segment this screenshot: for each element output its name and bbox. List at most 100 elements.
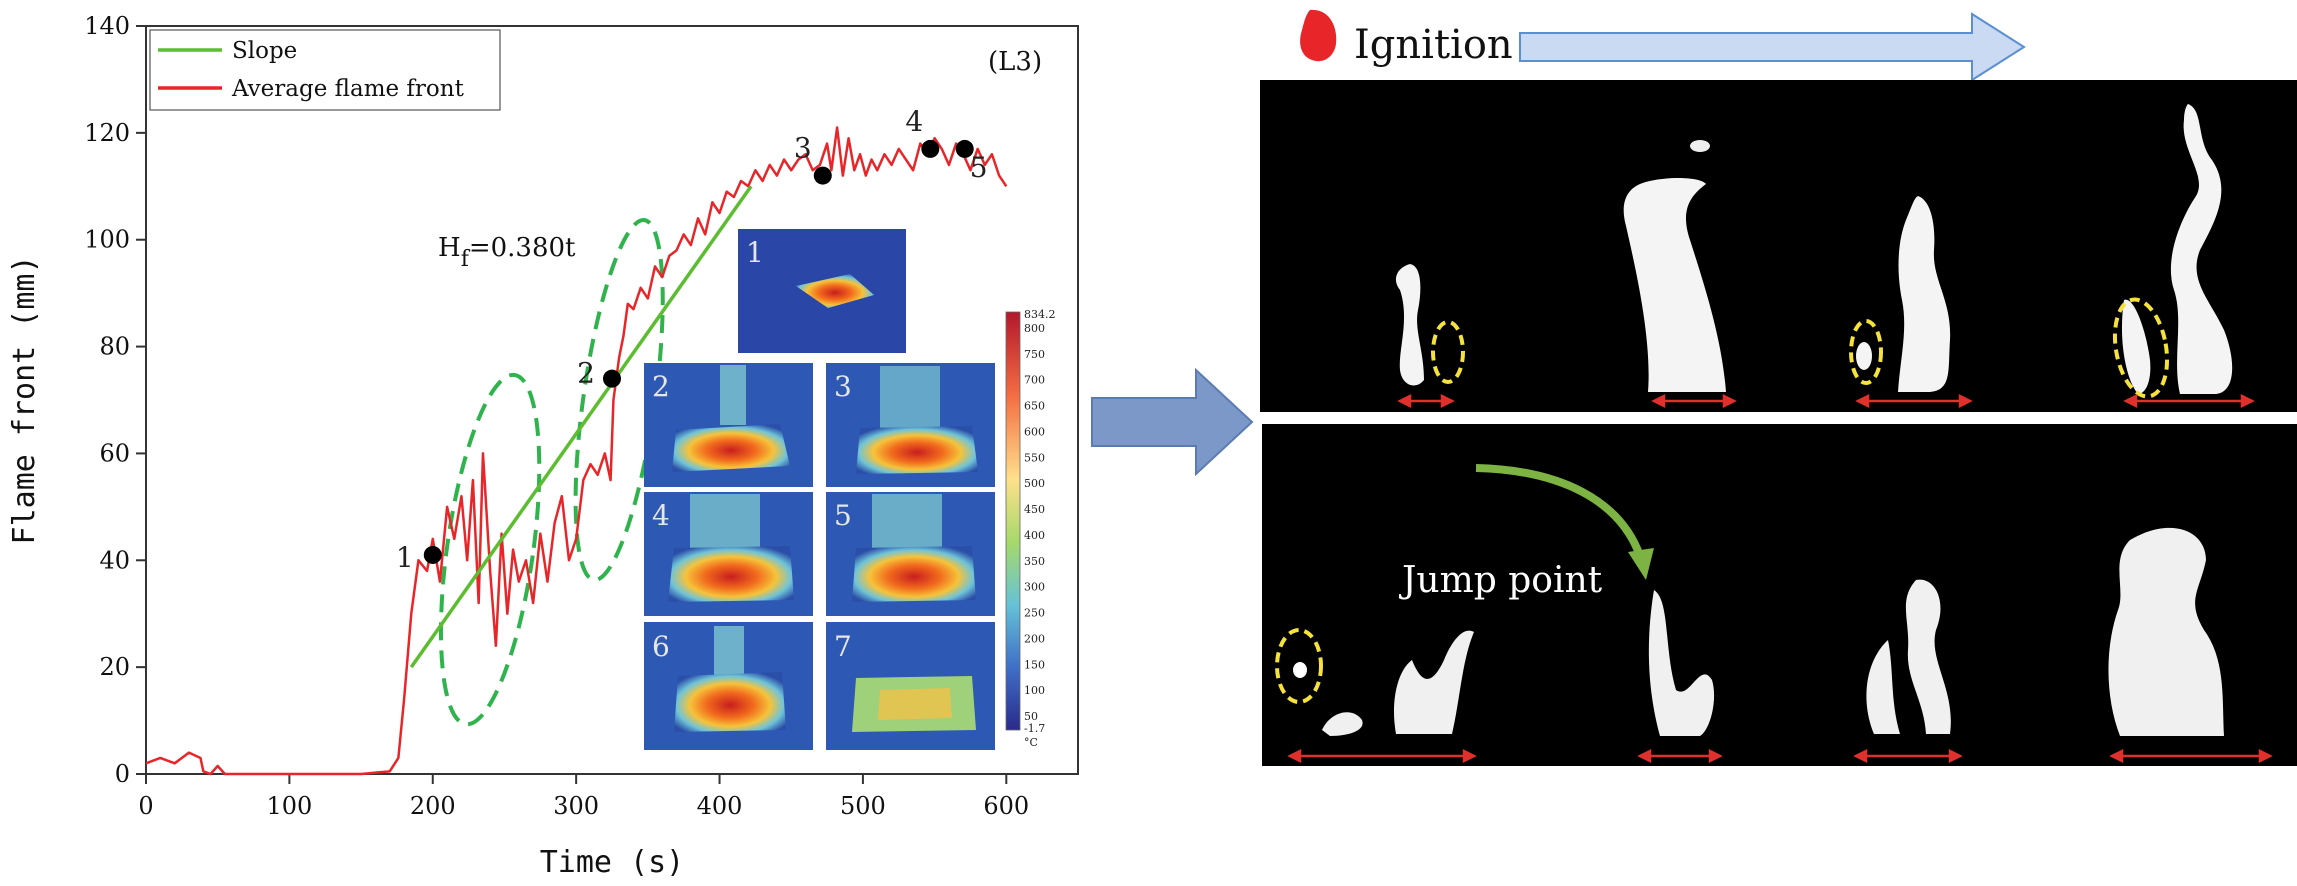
y-axis-ticks: 0 20 40 60 80 100 120 140 bbox=[84, 12, 146, 788]
marked-point-label: 1 bbox=[396, 541, 414, 574]
marked-point-label: 2 bbox=[577, 357, 595, 390]
thermal-image-1: 1 bbox=[738, 229, 906, 353]
yellow-circle-4 bbox=[1275, 628, 1323, 704]
flame-bottom-2 bbox=[1648, 590, 1715, 736]
series-slope bbox=[409, 185, 753, 669]
marked-point-label: 3 bbox=[794, 132, 812, 165]
marked-point bbox=[921, 139, 940, 158]
x-tick-label: 100 bbox=[266, 792, 312, 820]
ignition-arrow bbox=[1519, 12, 2026, 82]
y-tick-label: 120 bbox=[84, 119, 130, 147]
jump-arrow bbox=[1475, 464, 1644, 558]
thermal-image-2: 2 bbox=[644, 363, 813, 487]
thermal-label-7: 7 bbox=[834, 630, 852, 663]
slope-equation: Hf=0.380t bbox=[438, 233, 576, 272]
thermal-image-6: 6 bbox=[644, 622, 813, 750]
flame-bottom-4 bbox=[2108, 527, 2224, 736]
colorbar-tick-label: 800 bbox=[1024, 322, 1045, 335]
x-axis-label: Time (s) bbox=[540, 845, 685, 880]
thermal-image-7: 7 bbox=[826, 622, 995, 750]
y-tick-label: 140 bbox=[84, 12, 130, 40]
colorbar-tick-label: 400 bbox=[1024, 529, 1045, 542]
thermal-image-3: 3 bbox=[826, 363, 995, 487]
colorbar-tick-label: 500 bbox=[1024, 477, 1045, 490]
ignition-flame-icon bbox=[1300, 9, 1337, 62]
colorbar-tick-label: 700 bbox=[1024, 374, 1045, 387]
y-tick-label: 60 bbox=[99, 439, 130, 467]
flame-bottom-1 bbox=[1293, 630, 1474, 736]
thermal-inset: 1 2 3 4 bbox=[644, 229, 1072, 752]
colorbar-tick-label: 200 bbox=[1024, 632, 1045, 645]
x-axis-ticks: 0 100 200 300 400 500 600 bbox=[138, 774, 1029, 820]
colorbar-gradient bbox=[1005, 311, 1021, 731]
y-tick-label: 40 bbox=[99, 546, 130, 574]
colorbar: 834.2 800 750 700 650 600 550 500 450 400 350 300 2… bbox=[1000, 306, 1072, 752]
colorbar-tick-label: 650 bbox=[1024, 400, 1045, 413]
legend-label-flame-front: Average flame front bbox=[231, 76, 465, 102]
colorbar-tick-label: 350 bbox=[1024, 555, 1045, 568]
colorbar-unit: °C bbox=[1024, 736, 1038, 749]
flame-top-3 bbox=[1856, 196, 1951, 392]
legend: Slope Average flame front bbox=[149, 29, 501, 111]
flame-top-4 bbox=[2121, 104, 2233, 394]
x-tick-label: 600 bbox=[983, 792, 1029, 820]
thermal-label-2: 2 bbox=[652, 370, 670, 403]
colorbar-tick-label: 550 bbox=[1024, 451, 1045, 464]
legend-label-slope: Slope bbox=[232, 38, 297, 64]
thermal-label-5: 5 bbox=[834, 499, 852, 532]
flame-bottom-3 bbox=[1866, 579, 1951, 734]
marked-point-label: 4 bbox=[905, 105, 923, 138]
thermal-image-4: 4 bbox=[644, 492, 813, 616]
yellow-circle-2 bbox=[1849, 319, 1883, 385]
y-axis-label: Flame front (mm) bbox=[7, 256, 42, 545]
colorbar-tick-label: 600 bbox=[1024, 425, 1045, 438]
plot-frame bbox=[145, 25, 1079, 775]
colorbar-tick-label: 300 bbox=[1024, 581, 1045, 594]
thermal-label-6: 6 bbox=[652, 630, 670, 663]
x-tick-label: 400 bbox=[697, 792, 743, 820]
thermal-label-3: 3 bbox=[834, 370, 852, 403]
colorbar-tick-label: 100 bbox=[1024, 684, 1045, 697]
y-tick-label: 100 bbox=[84, 226, 130, 254]
jump-point-label: Jump point bbox=[1398, 560, 1603, 601]
legend-box bbox=[149, 29, 501, 111]
flame-top-2 bbox=[1623, 140, 1726, 392]
highlight-ellipse bbox=[438, 372, 542, 727]
colorbar-tick-label: 450 bbox=[1024, 503, 1045, 516]
marked-point bbox=[955, 139, 974, 158]
colorbar-tick-label: 750 bbox=[1024, 348, 1045, 361]
x-tick-label: 0 bbox=[138, 792, 153, 820]
colorbar-tick-label: 50 bbox=[1024, 710, 1038, 723]
chart: 0 100 200 300 400 500 600 0 20 40 60 80 100 120 140 T… bbox=[7, 12, 1079, 880]
y-tick-label: 80 bbox=[99, 333, 130, 361]
jump-arrow-head bbox=[1628, 548, 1654, 580]
colorbar-min-label: -1.7 bbox=[1024, 722, 1045, 735]
colorbar-tick-label: 250 bbox=[1024, 607, 1045, 620]
transition-arrow bbox=[1091, 367, 1254, 477]
marked-points-layer: 1 2 3 4 5 bbox=[396, 105, 988, 574]
colorbar-tick-label: 150 bbox=[1024, 658, 1045, 671]
thermal-label-4: 4 bbox=[652, 499, 670, 532]
photo-panel: Ignition bbox=[1260, 9, 2297, 766]
panel-tag: (L3) bbox=[988, 47, 1042, 77]
equation-subscript: f bbox=[461, 247, 471, 272]
colorbar-ticks: 800 750 700 650 600 550 500 450 400 350 300 250 200 1… bbox=[1024, 322, 1045, 723]
thermal-label-1: 1 bbox=[746, 236, 764, 269]
y-tick-label: 0 bbox=[115, 760, 130, 788]
ignition-label: Ignition bbox=[1354, 22, 1513, 68]
colorbar-max-label: 834.2 bbox=[1024, 308, 1056, 321]
y-tick-label: 20 bbox=[99, 653, 130, 681]
marked-point bbox=[813, 166, 832, 185]
red-width-arrows bbox=[1287, 393, 2273, 764]
x-tick-label: 300 bbox=[553, 792, 599, 820]
marked-point bbox=[423, 545, 442, 564]
x-tick-label: 200 bbox=[410, 792, 456, 820]
x-tick-label: 500 bbox=[840, 792, 886, 820]
marked-point bbox=[603, 369, 621, 388]
marked-point-label: 5 bbox=[970, 151, 988, 184]
yellow-circle-1 bbox=[1431, 320, 1465, 384]
flame-top-1 bbox=[1395, 264, 1424, 386]
thermal-image-5: 5 bbox=[826, 492, 995, 616]
ellipse-layer bbox=[438, 218, 665, 727]
